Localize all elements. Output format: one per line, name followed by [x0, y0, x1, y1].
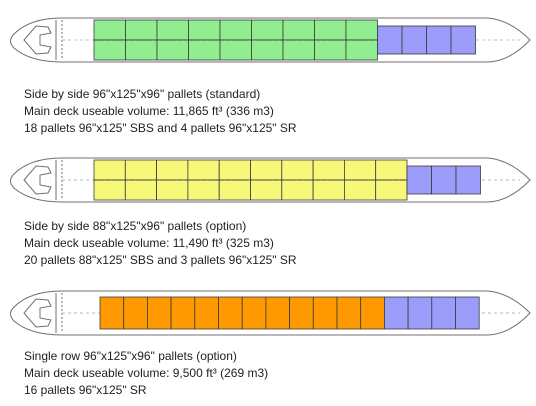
sbs-pallet: [218, 179, 251, 201]
single-row-pallet: [194, 296, 219, 330]
aircraft-deck-layout-single-row: [10, 290, 531, 336]
config-volume: Main deck useable volume: 11,490 ft³ (32…: [24, 236, 274, 250]
sbs-pallet: [156, 159, 189, 181]
sbs-pallet: [156, 179, 189, 201]
sbs-pallet: [343, 179, 377, 201]
sbs-pallet: [187, 179, 220, 201]
sbs-pallet: [124, 179, 158, 201]
sbs-pallet: [125, 39, 158, 61]
sbs-pallet: [282, 39, 315, 61]
aircraft-deck-layout-sbs-88: [10, 157, 531, 203]
sbs-pallet: [251, 19, 284, 41]
config-caption-sbs-88: Side by side 88"x125"x96" pallets (optio…: [24, 218, 297, 269]
sbs-pallet: [312, 159, 345, 181]
sbs-pallet: [345, 19, 378, 41]
sbs-pallet: [156, 39, 189, 61]
sbs-pallet: [312, 179, 345, 201]
single-row-pallet: [265, 296, 290, 330]
cockpit-windshield: [23, 165, 52, 195]
sbs-pallet: [375, 179, 408, 201]
config-volume: Main deck useable volume: 11,865 ft³ (33…: [24, 104, 274, 118]
sbs-pallet: [281, 179, 314, 201]
config-caption-standard: Side by side 96"x125"x96" pallets (stand…: [24, 86, 297, 137]
sbs-pallet: [93, 179, 126, 201]
cockpit-windshield: [23, 298, 52, 328]
config-title: Side by side 96"x125"x96" pallets (stand…: [24, 87, 261, 101]
sbs-pallet: [187, 159, 220, 181]
sbs-pallet: [218, 159, 251, 181]
single-row-pallet: [170, 296, 196, 330]
sr-pallet: [431, 165, 457, 195]
single-row-pallet: [218, 296, 243, 330]
sr-pallet: [406, 165, 432, 195]
sbs-pallet: [219, 39, 252, 61]
sbs-pallet: [251, 39, 284, 61]
sbs-pallet: [343, 159, 377, 181]
sr-pallet: [455, 165, 481, 195]
sr-pallet: [377, 25, 403, 55]
sbs-pallet: [156, 19, 189, 41]
sbs-pallet: [125, 19, 158, 41]
single-row-pallet: [312, 296, 338, 330]
single-row-pallet: [146, 296, 172, 330]
config-title: Side by side 88"x125"x96" pallets (optio…: [24, 219, 247, 233]
single-row-pallet: [336, 296, 362, 330]
sbs-pallet: [281, 159, 314, 181]
config-pallet-count: 20 pallets 88"x125" SBS and 3 pallets 96…: [24, 253, 297, 267]
single-row-pallet: [123, 296, 148, 330]
config-title: Single row 96"x125"x96" pallets (option): [24, 349, 237, 363]
sbs-pallet: [93, 159, 126, 181]
aircraft-deck-layout-standard: [10, 17, 531, 63]
sbs-pallet: [375, 159, 408, 181]
sbs-pallet: [219, 19, 252, 41]
config-caption-single-row: Single row 96"x125"x96" pallets (option)…: [24, 348, 268, 399]
sbs-pallet: [250, 179, 283, 201]
config-pallet-count: 18 pallets 96"x125" SBS and 4 pallets 96…: [24, 121, 297, 135]
sr-pallet: [407, 296, 433, 330]
sbs-pallet: [314, 19, 347, 41]
sbs-pallet: [188, 39, 221, 61]
sr-pallet: [455, 296, 480, 330]
sbs-pallet: [93, 39, 126, 61]
sr-pallet: [450, 25, 476, 55]
single-row-pallet: [360, 296, 385, 330]
sbs-pallet: [93, 19, 126, 41]
sbs-pallet: [250, 159, 283, 181]
sbs-pallet: [188, 19, 221, 41]
sr-pallet: [401, 25, 427, 55]
single-row-pallet: [241, 296, 267, 330]
sbs-pallet: [314, 39, 347, 61]
sbs-pallet: [282, 19, 315, 41]
sr-pallet: [431, 296, 456, 330]
sbs-pallet: [345, 39, 378, 61]
config-volume: Main deck useable volume: 9,500 ft³ (269…: [24, 366, 269, 380]
sbs-pallet: [124, 159, 158, 181]
single-row-pallet: [289, 296, 314, 330]
sr-pallet: [426, 25, 452, 55]
config-pallet-count: 16 pallets 96"x125" SR: [24, 383, 147, 397]
cockpit-windshield: [23, 25, 52, 55]
sr-pallet: [383, 296, 409, 330]
single-row-pallet: [99, 296, 125, 330]
